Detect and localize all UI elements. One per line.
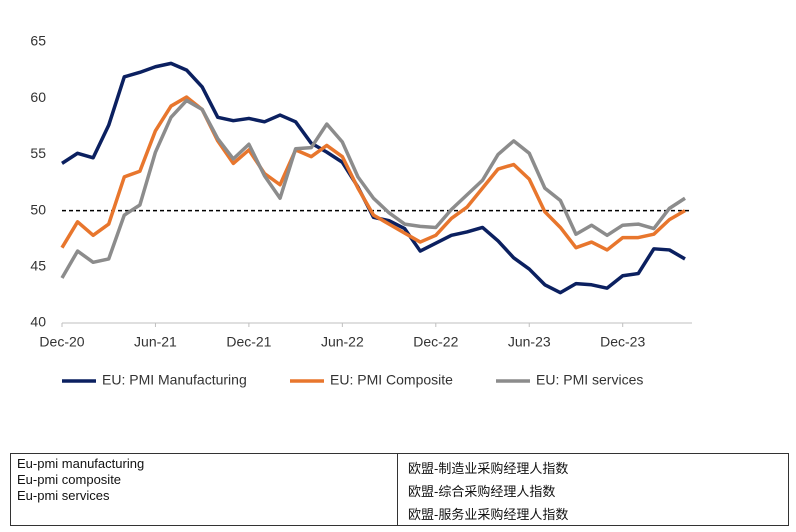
x-tick-label: Jun-21 [134, 334, 177, 350]
x-tick-label: Jun-23 [508, 334, 551, 350]
table-cell: Eu-pmi manufacturing [17, 456, 145, 471]
y-tick-label: 65 [30, 33, 46, 49]
table-cell: 欧盟-制造业采购经理人指数 [408, 461, 569, 476]
series-line [61, 61, 686, 295]
legend-label: EU: PMI services [536, 372, 643, 388]
series-line [60, 95, 686, 252]
table: Eu-pmi manufacturing Eu-pmi composite Eu… [10, 453, 789, 526]
x-tick-label: Dec-23 [600, 334, 645, 350]
table-cell: Eu-pmi composite [17, 472, 122, 487]
x-tick-label: Dec-20 [39, 334, 84, 350]
chart: 40 45 50 55 60 65 Dec-20 Jun-21 Dec-21 Jun-22 Dec-… [30, 33, 692, 388]
y-tick-label: 40 [30, 314, 46, 330]
legend-label: EU: PMI Composite [330, 372, 453, 388]
series-line [60, 98, 686, 279]
x-tick-label: Dec-21 [226, 334, 271, 350]
table-col-cn: 欧盟-制造业采购经理人指数 欧盟-综合采购经理人指数 欧盟-服务业采购经理人指数 [398, 454, 788, 525]
y-tick-label: 55 [30, 145, 46, 161]
y-tick-label: 60 [30, 89, 46, 105]
x-tick-label: Dec-22 [413, 334, 458, 350]
table-cell: Eu-pmi services [17, 488, 110, 503]
y-tick-label: 45 [30, 258, 46, 274]
legend-label: EU: PMI Manufacturing [102, 372, 247, 388]
table-cell: 欧盟-综合采购经理人指数 [408, 484, 556, 499]
x-tick-label: Jun-22 [321, 334, 364, 350]
table-cell: 欧盟-服务业采购经理人指数 [408, 507, 569, 522]
y-tick-label: 50 [30, 201, 46, 217]
table-col-en: Eu-pmi manufacturing Eu-pmi composite Eu… [11, 454, 398, 525]
